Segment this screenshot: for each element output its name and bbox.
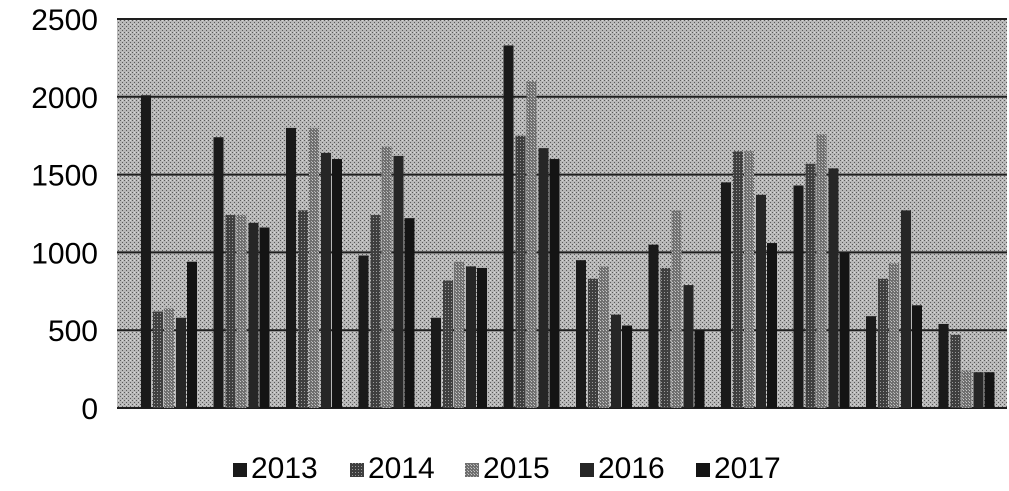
bar-2015	[381, 146, 392, 409]
bar-2014	[878, 278, 888, 408]
bar-2017	[477, 267, 487, 408]
bar-2014	[515, 135, 526, 408]
bar-2016	[683, 285, 694, 408]
bar-2014	[298, 210, 308, 408]
bar-2015	[309, 127, 319, 409]
bar-2017	[622, 325, 632, 408]
bar-2017	[767, 243, 777, 408]
bar-2015	[889, 263, 899, 408]
bar-2013	[358, 255, 369, 408]
bars	[141, 45, 995, 409]
bar-2015	[526, 81, 537, 409]
bar-2013	[648, 244, 659, 408]
y-tick-label: 0	[81, 393, 98, 426]
legend-swatch-2016	[580, 463, 594, 477]
bar-2016	[901, 210, 911, 408]
bar-2015	[599, 266, 609, 408]
bar-2015	[961, 370, 972, 408]
bar-2014	[443, 280, 453, 408]
bar-2014	[588, 278, 598, 408]
bar-2016	[828, 168, 839, 408]
bar-2015	[236, 215, 247, 408]
bar-2014	[370, 215, 381, 408]
legend-swatch-2017	[696, 463, 710, 477]
bar-2013	[721, 182, 731, 408]
legend-label: 2017	[714, 452, 781, 485]
bar-2013	[431, 317, 441, 408]
legend-swatch-2014	[350, 463, 364, 477]
bar-2016	[756, 194, 766, 408]
bar-2017	[984, 372, 995, 408]
bar-2014	[660, 267, 671, 408]
y-axis-ticks: 0 500 1000 1500 2000 2500	[31, 4, 98, 426]
bar-2017	[839, 252, 850, 408]
bar-2016	[176, 317, 186, 408]
y-tick-label: 1500	[31, 160, 98, 193]
bar-2014	[950, 334, 961, 408]
bar-2013	[503, 45, 514, 409]
bar-2017	[549, 159, 560, 408]
bar-2013	[866, 316, 876, 408]
legend-swatch-2015	[465, 463, 479, 477]
bar-2013	[286, 127, 296, 409]
bar-2016	[466, 266, 476, 408]
bar-2016	[248, 222, 259, 408]
bar-2016	[393, 155, 404, 408]
bar-2014	[733, 151, 743, 408]
bar-2016	[611, 314, 621, 408]
legend-label: 2016	[598, 452, 665, 485]
bar-2013	[141, 95, 151, 408]
bar-2013	[576, 260, 586, 408]
bar-2017	[332, 159, 342, 408]
bar-2017	[404, 218, 415, 408]
bar-2015	[744, 151, 754, 408]
bar-2015	[816, 134, 827, 409]
bar-2014	[225, 215, 236, 408]
bar-2017	[187, 261, 197, 408]
legend-label: 2013	[251, 452, 318, 485]
legend-swatch-2013	[233, 463, 247, 477]
y-tick-label: 1000	[31, 237, 98, 270]
legend-label: 2014	[368, 452, 435, 485]
y-tick-label: 500	[48, 315, 98, 348]
legend-label: 2015	[483, 452, 550, 485]
bar-2014	[153, 311, 163, 408]
bar-2013	[793, 185, 804, 408]
bar-2017	[694, 330, 705, 408]
bar-2016	[321, 152, 331, 408]
bar-2013	[213, 137, 224, 409]
bar-2016	[538, 148, 549, 408]
bar-2015	[164, 308, 174, 408]
bar-2015	[454, 261, 464, 408]
bar-2014	[805, 163, 816, 408]
bar-2017	[259, 227, 270, 408]
y-tick-label: 2000	[31, 82, 98, 115]
bar-2015	[671, 210, 682, 408]
bar-2013	[938, 323, 949, 408]
bar-2016	[973, 372, 984, 408]
legend: 2013 2014 2015 2016 2017	[233, 452, 781, 485]
y-tick-label: 2500	[31, 4, 98, 37]
bar-2017	[912, 305, 922, 408]
